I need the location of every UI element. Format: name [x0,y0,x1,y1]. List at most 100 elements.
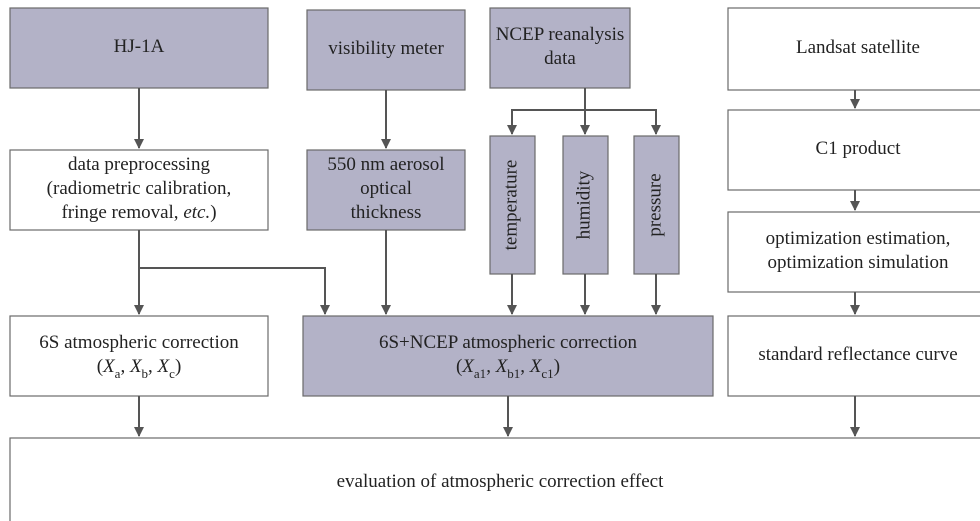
node-label: temperature [501,160,522,251]
node-box [306,149,466,231]
label-run: X [102,356,116,377]
label-run: , [120,356,130,377]
node-box [727,109,980,191]
node-label: fringe removal, etc.) [61,202,216,223]
node: C1 product [727,109,980,191]
node: standard reflectance curve [727,315,980,397]
label-run: humidity [574,170,595,239]
node-box [727,211,980,293]
label-run: pressure [645,173,666,236]
label-run: thickness [351,202,422,223]
label-run: X [495,356,509,377]
node-label: (radiometric calibration, [47,178,232,199]
label-run: ) [554,356,560,377]
label-run: , [486,356,496,377]
node-box [727,315,980,397]
label-run: (radiometric calibration, [47,178,232,199]
node-label: (Xa1, Xb1, Xc1) [456,356,560,381]
node: 550 nm aerosol optical thickness [306,149,466,231]
node-label: optical [360,178,412,199]
label-run: 6S atmospheric correction [39,332,239,353]
node-box [302,315,714,397]
node-box [9,7,269,89]
label-run: data preprocessing [68,154,210,175]
node-box [9,315,269,397]
label-run: ( [456,356,462,377]
label-run: optimization estimation, [766,228,951,249]
node-label: humidity [574,170,595,239]
label-run: X [461,356,475,377]
label-run: c [169,366,175,381]
label-run: ) [210,202,216,223]
label-run: optical [360,178,412,199]
node-label: standard reflectance curve [758,344,957,365]
node: visibility meter [306,9,466,91]
label-run: temperature [501,160,522,251]
label-run: HJ-1A [114,36,165,57]
node-box [306,9,466,91]
label-run: optimization simulation [767,252,949,273]
node-box [727,7,980,91]
node: temperature [489,135,536,275]
node-label: visibility meter [328,38,444,59]
node-label: 6S atmospheric correction [39,332,239,353]
label-run: , [520,356,530,377]
label-run: etc. [183,202,210,223]
node-label: optimization simulation [767,252,949,273]
node-label: NCEP reanalysis [496,24,625,45]
label-run: Landsat satellite [796,37,920,58]
arrows [134,88,860,437]
arrow [512,88,656,111]
label-run: X [529,356,543,377]
label-run: X [157,356,171,377]
node: HJ-1A [9,7,269,89]
node-box [9,149,269,231]
label-run: data [544,48,576,69]
node-label: C1 product [816,138,902,159]
label-run: a [115,366,121,381]
node: data preprocessing (radiometric calibrati… [9,149,269,231]
node-box [9,437,980,521]
label-run: ) [175,356,181,377]
label-run: visibility meter [328,38,444,59]
node: NCEP reanalysis data [489,7,631,89]
label-run: a1 [474,366,486,381]
node-label: pressure [645,173,666,236]
node: evaluation of atmospheric correction eff… [9,437,980,521]
label-run: b1 [507,366,520,381]
label-run: NCEP reanalysis [496,24,625,45]
node: optimization estimation, optimization sim… [727,211,980,293]
node-label: evaluation of atmospheric correction eff… [337,471,664,492]
label-run: 550 nm aerosol [327,154,444,175]
node-label: Landsat satellite [796,37,920,58]
node: 6S atmospheric correction(Xa, Xb, Xc) [9,315,269,397]
node-label: 550 nm aerosol [327,154,444,175]
node-box [489,135,536,275]
node-label: (Xa, Xb, Xc) [97,356,182,381]
node-box [562,135,609,275]
node: pressure [633,135,680,275]
node-label: optimization estimation, [766,228,951,249]
node-label: HJ-1A [114,36,165,57]
label-run: X [129,356,143,377]
label-run: C1 product [816,138,902,159]
node: Landsat satellite [727,7,980,91]
node: humidity [562,135,609,275]
node-label: data preprocessing [68,154,210,175]
label-run: , [148,356,158,377]
node-label: thickness [351,202,422,223]
label-run: b [142,366,149,381]
node-label: data [544,48,576,69]
label-run: evaluation of atmospheric correction eff… [337,471,664,492]
label-run: ( [97,356,103,377]
node-box [489,7,631,89]
node: 6S+NCEP atmospheric correction(Xa1, Xb1,… [302,315,714,397]
node-label: 6S+NCEP atmospheric correction [379,332,638,353]
label-run: 6S+NCEP atmospheric correction [379,332,638,353]
label-run: standard reflectance curve [758,344,957,365]
label-run: c1 [541,366,553,381]
label-run: fringe removal, [61,202,183,223]
arrow [139,267,330,315]
node-box [633,135,680,275]
